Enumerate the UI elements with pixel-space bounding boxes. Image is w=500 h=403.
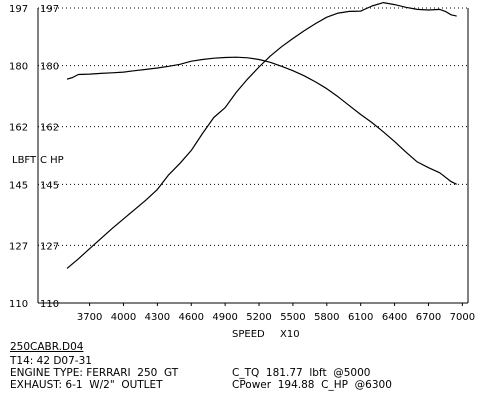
y-tick-label-right: 180	[40, 62, 59, 73]
right-axis-label: C HP	[40, 155, 64, 166]
x-tick-label: 4000	[111, 312, 136, 323]
x-tick-label: 7000	[450, 312, 475, 323]
x-tick-label: 5200	[246, 312, 271, 323]
x-axis-label: SPEED	[232, 329, 265, 340]
y-tick-label-left: 180	[9, 62, 28, 73]
x-tick-label: 6100	[348, 312, 373, 323]
y-tick-label-left: 145	[9, 180, 28, 191]
series-line-c-hp	[66, 1, 457, 269]
x-tick-label: 6700	[416, 312, 441, 323]
engine-type: ENGINE TYPE: FERRARI 250 GT	[10, 367, 179, 379]
x-tick-label: 3700	[77, 312, 102, 323]
series-line-c-tq	[66, 56, 457, 185]
y-tick-label-right: 145	[40, 180, 59, 191]
left-axis-label: LBFT	[12, 155, 37, 166]
test-id: T14: 42 D07-31	[10, 355, 92, 367]
tick-labels: 110 110 127 127 145 145 162 162 180 180 197 197 3700…	[9, 4, 475, 323]
torque-summary: C_TQ 181.77 lbft @5000	[232, 367, 371, 379]
x-tick-label: 4600	[179, 312, 204, 323]
x-axis-multiplier: X10	[280, 329, 300, 340]
x-tick-label: 4300	[145, 312, 170, 323]
grid-layer	[38, 7, 468, 246]
exhaust-spec: EXHAUST: 6-1 W/2" OUTLET	[10, 379, 163, 391]
axis-layer	[37, 8, 469, 306]
y-tick-label-right: 110	[40, 299, 59, 310]
y-tick-label-left: 162	[9, 123, 28, 134]
data-file-name: 250CABR.D04	[10, 341, 84, 353]
y-tick-label-left: 197	[9, 4, 28, 15]
y-tick-label-right: 197	[40, 4, 59, 15]
y-tick-label-left: 110	[9, 299, 28, 310]
y-tick-label-right: 162	[40, 123, 59, 134]
power-summary: CPower 194.88 C_HP @6300	[232, 379, 392, 391]
y-tick-label-left: 127	[9, 241, 28, 252]
series-layer	[66, 1, 457, 269]
x-tick-label: 6400	[382, 312, 407, 323]
x-tick-label: 4900	[212, 312, 237, 323]
x-tick-label: 5800	[314, 312, 339, 323]
y-tick-label-right: 127	[40, 241, 59, 252]
x-tick-label: 5500	[280, 312, 305, 323]
